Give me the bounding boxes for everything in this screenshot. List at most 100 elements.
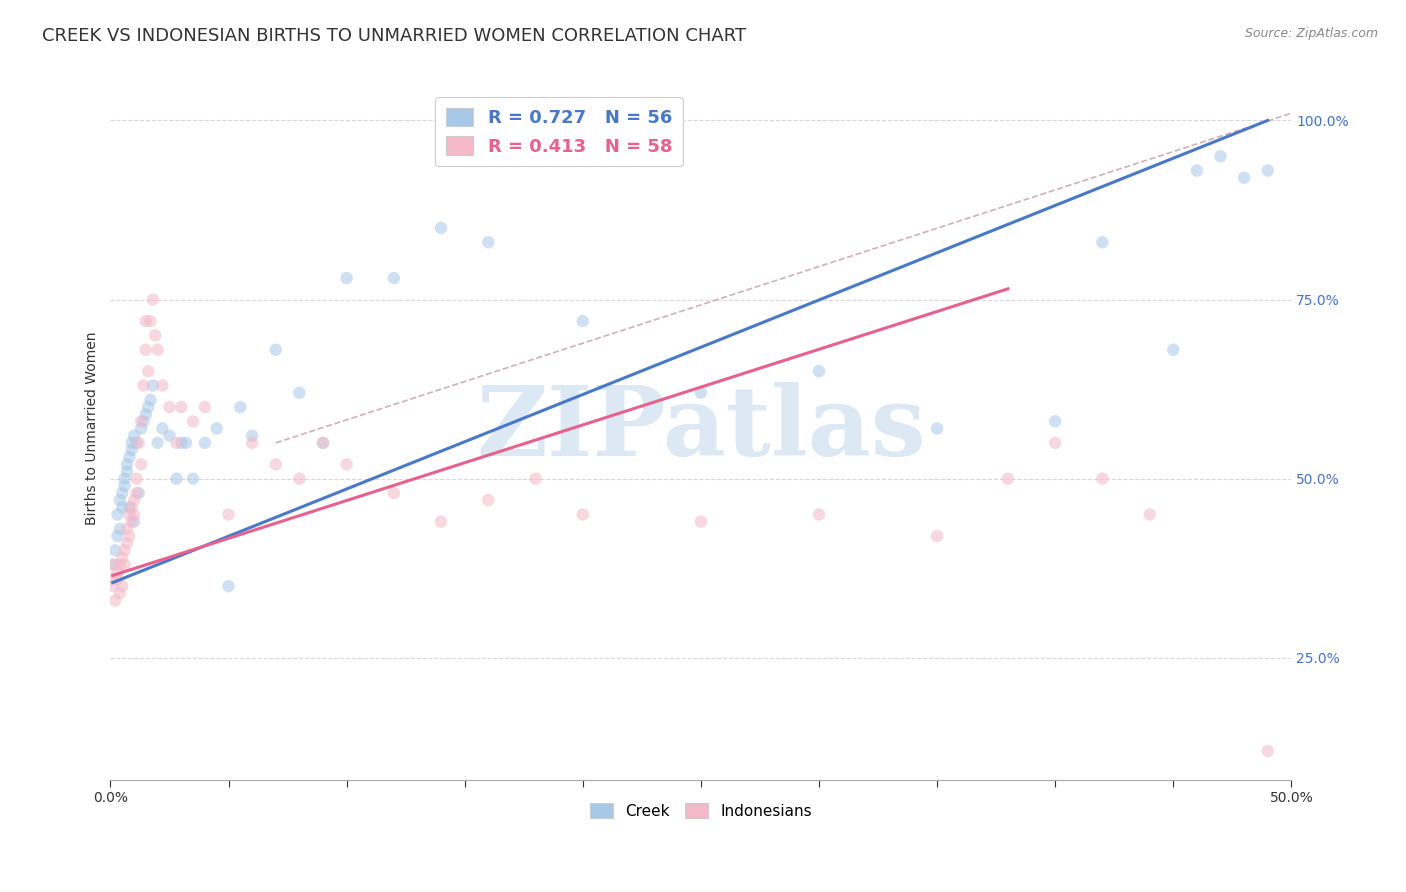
Text: CREEK VS INDONESIAN BIRTHS TO UNMARRIED WOMEN CORRELATION CHART: CREEK VS INDONESIAN BIRTHS TO UNMARRIED …: [42, 27, 747, 45]
Creek: [136, 400, 159, 414]
Indonesians: [997, 472, 1019, 486]
Creek: [1185, 163, 1208, 178]
Indonesians: [118, 508, 141, 522]
Creek: [336, 271, 359, 285]
Creek: [205, 421, 228, 435]
Creek: [1043, 414, 1066, 428]
Indonesians: [135, 343, 157, 357]
Creek: [121, 443, 143, 458]
Indonesians: [336, 458, 359, 472]
Creek: [1209, 149, 1232, 163]
Indonesians: [1043, 435, 1066, 450]
Indonesians: [382, 486, 405, 500]
Indonesians: [107, 565, 129, 579]
Indonesians: [142, 293, 165, 307]
Creek: [288, 385, 311, 400]
Creek: [111, 486, 134, 500]
Creek: [264, 343, 287, 357]
Creek: [122, 428, 145, 442]
Indonesians: [159, 400, 181, 414]
Indonesians: [524, 472, 547, 486]
Indonesians: [114, 558, 136, 572]
Creek: [218, 579, 240, 593]
Creek: [108, 522, 131, 536]
Creek: [121, 435, 143, 450]
Creek: [104, 543, 127, 558]
Creek: [139, 392, 162, 407]
Creek: [181, 472, 204, 486]
Indonesians: [689, 515, 711, 529]
Creek: [1233, 170, 1256, 185]
Indonesians: [118, 529, 141, 543]
Indonesians: [925, 529, 948, 543]
Creek: [1257, 163, 1279, 178]
Y-axis label: Births to Unmarried Women: Births to Unmarried Women: [86, 332, 100, 525]
Creek: [174, 435, 197, 450]
Creek: [108, 493, 131, 508]
Creek: [135, 407, 157, 421]
Indonesians: [170, 400, 193, 414]
Indonesians: [128, 435, 150, 450]
Indonesians: [104, 558, 127, 572]
Indonesians: [312, 435, 335, 450]
Indonesians: [125, 472, 148, 486]
Indonesians: [166, 435, 188, 450]
Indonesians: [108, 558, 131, 572]
Indonesians: [125, 486, 148, 500]
Creek: [240, 428, 263, 442]
Indonesians: [136, 364, 159, 378]
Creek: [571, 314, 593, 328]
Indonesians: [108, 586, 131, 600]
Indonesians: [240, 435, 263, 450]
Indonesians: [107, 572, 129, 586]
Creek: [118, 450, 141, 465]
Indonesians: [115, 536, 138, 550]
Creek: [115, 458, 138, 472]
Indonesians: [122, 508, 145, 522]
Indonesians: [430, 515, 453, 529]
Creek: [170, 435, 193, 450]
Indonesians: [121, 500, 143, 515]
Indonesians: [121, 515, 143, 529]
Indonesians: [101, 572, 124, 586]
Creek: [128, 486, 150, 500]
Creek: [125, 435, 148, 450]
Indonesians: [114, 543, 136, 558]
Creek: [194, 435, 217, 450]
Creek: [1091, 235, 1114, 250]
Indonesians: [571, 508, 593, 522]
Indonesians: [218, 508, 240, 522]
Creek: [111, 500, 134, 515]
Creek: [142, 378, 165, 392]
Text: Source: ZipAtlas.com: Source: ZipAtlas.com: [1244, 27, 1378, 40]
Creek: [150, 421, 173, 435]
Indonesians: [129, 414, 152, 428]
Indonesians: [104, 593, 127, 607]
Text: ZIPatlas: ZIPatlas: [477, 382, 925, 475]
Creek: [925, 421, 948, 435]
Creek: [312, 435, 335, 450]
Creek: [118, 500, 141, 515]
Indonesians: [807, 508, 830, 522]
Indonesians: [135, 314, 157, 328]
Creek: [132, 414, 155, 428]
Creek: [107, 508, 129, 522]
Creek: [107, 529, 129, 543]
Indonesians: [1091, 472, 1114, 486]
Indonesians: [111, 550, 134, 565]
Indonesians: [150, 378, 173, 392]
Creek: [101, 558, 124, 572]
Creek: [159, 428, 181, 442]
Creek: [166, 472, 188, 486]
Legend: Creek, Indonesians: Creek, Indonesians: [583, 797, 818, 824]
Indonesians: [477, 493, 499, 508]
Creek: [1161, 343, 1184, 357]
Creek: [229, 400, 252, 414]
Creek: [430, 220, 453, 235]
Indonesians: [129, 458, 152, 472]
Indonesians: [1139, 508, 1161, 522]
Creek: [477, 235, 499, 250]
Indonesians: [288, 472, 311, 486]
Indonesians: [264, 458, 287, 472]
Indonesians: [1257, 744, 1279, 758]
